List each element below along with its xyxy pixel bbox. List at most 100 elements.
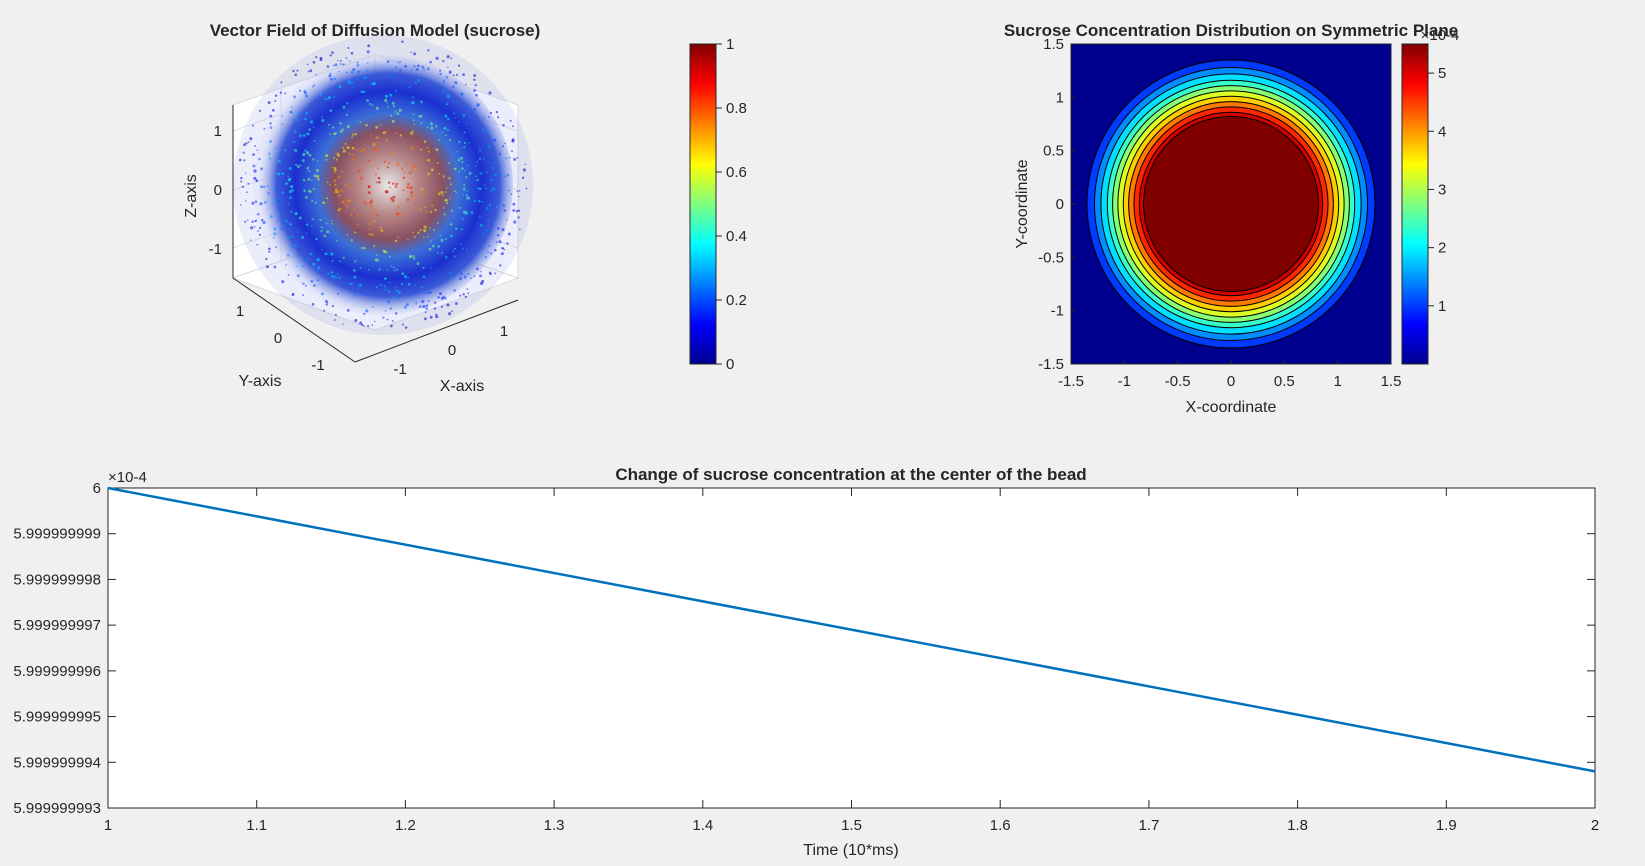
particle-point [498,199,502,202]
particle-point [484,187,487,190]
particle-point [242,151,245,154]
particle-point [308,153,312,157]
particle-point [351,81,355,85]
particle-point [490,178,493,182]
particle-point [501,228,505,232]
particle-point [290,106,293,109]
particle-point [410,51,412,53]
particle-point [425,210,428,213]
particle-point [345,71,348,74]
particle-point [345,183,348,186]
particle-point [276,172,281,176]
heatmap-y-label: Y-coordinate [1014,159,1031,248]
particle-point [354,231,357,234]
particle-point [517,209,521,212]
particle-point [479,274,482,278]
z-tick-label: 0 [214,182,222,199]
y-tick-label: 5.999999994 [13,754,101,771]
particle-point [440,238,444,242]
particle-point [268,250,271,253]
particle-point [488,244,491,247]
particle-point [518,189,521,192]
heatmap-title: Sucrose Concentration Distribution on Sy… [1004,21,1458,40]
particle-point [344,198,348,201]
particle-point [311,218,314,221]
particle-point [446,55,450,59]
particle-point [396,268,399,271]
particle-point [406,198,410,202]
particle-point [395,289,399,293]
particle-point [351,146,355,150]
particle-point [439,72,442,76]
particle-point [412,255,415,258]
particle-point [393,269,396,272]
particle-point [302,282,305,285]
particle-point [495,241,498,243]
particle-point [333,171,336,174]
particle-speckles [238,40,528,329]
colorbar-2-tick-label: 2 [1438,240,1446,257]
particle-point [462,114,466,117]
particle-point [430,240,432,242]
particle-point [444,191,447,194]
particle-point [272,236,275,239]
particle-point [238,158,242,162]
particle-point [285,264,287,266]
particle-point [445,256,448,259]
particle-point [395,182,399,186]
particle-point [504,142,506,145]
particle-point [467,273,469,275]
particle-point [315,237,318,241]
particle-point [486,229,490,233]
particle-point [417,231,420,234]
particle-point [448,177,451,180]
particle-point [308,128,311,131]
particle-point [268,152,271,155]
particle-point [420,286,424,289]
particle-point [427,158,430,162]
x-tick-label: 1.6 [990,817,1011,834]
particle-point [372,83,375,86]
particle-point [436,162,439,164]
particle-point [430,266,432,269]
particle-point [328,123,331,126]
particle-point [463,210,467,214]
particle-point [433,229,436,231]
particle-point [281,172,284,175]
particle-point [518,195,520,198]
heatmap-chart: Sucrose Concentration Distribution on Sy… [1004,21,1460,416]
particle-point [473,78,476,81]
particle-point [467,292,470,295]
particle-point [316,270,320,273]
particle-point [478,149,482,152]
particle-point [380,229,384,233]
contour-ring [1143,116,1319,292]
particle-point [289,196,292,200]
particle-point [475,165,477,167]
particle-point [375,181,378,184]
particle-point [356,77,360,81]
particle-point [443,213,446,216]
particle-point [346,102,349,105]
particle-point [435,315,439,319]
particle-point [386,288,389,291]
particle-point [398,212,402,216]
particle-point [320,230,323,233]
particle-point [337,292,340,295]
particle-point [294,212,298,216]
particle-point [244,172,247,175]
particle-point [336,272,339,275]
particle-point [413,123,416,126]
particle-point [351,86,354,89]
particle-point [421,300,425,304]
particle-point [367,159,371,162]
particle-point [339,260,342,263]
particle-point [340,170,343,174]
particle-point [339,59,342,62]
particle-point [325,154,329,158]
particle-point [467,196,471,200]
particle-point [412,257,416,260]
particle-point [435,56,439,60]
particle-point [497,116,500,119]
heatmap-y-tick-label: -0.5 [1038,249,1064,266]
